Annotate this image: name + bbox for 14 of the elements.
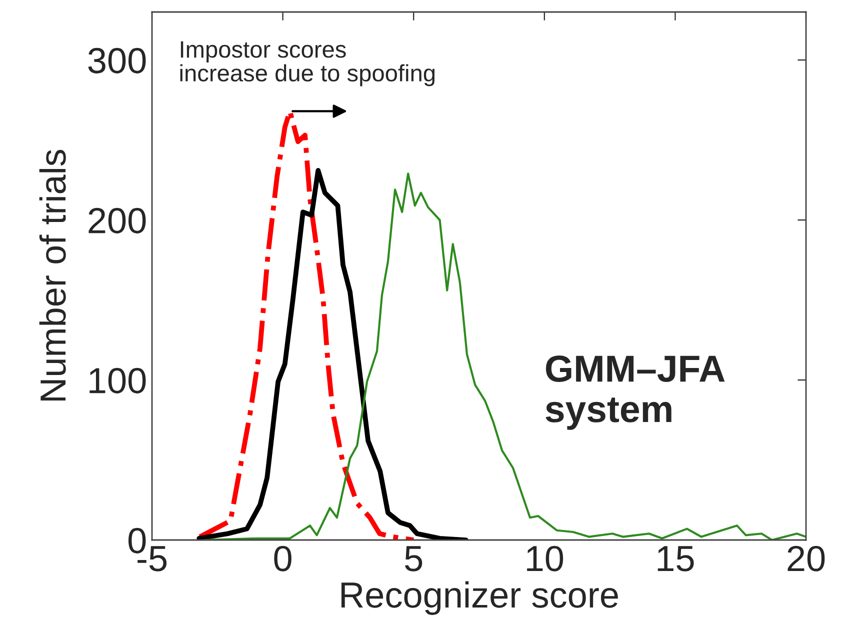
x-tick-label: 5 xyxy=(405,546,422,572)
annotation: Impostor scores increase due to spoofing xyxy=(180,41,435,86)
y-tick-label: 100 xyxy=(90,368,146,394)
x-axis-title: Recognizer score xyxy=(341,581,618,615)
x-tick-label: 15 xyxy=(658,546,694,572)
line-series xyxy=(196,168,468,540)
y-tick-label: 300 xyxy=(88,48,146,74)
y-tick-label: 200 xyxy=(88,208,146,234)
x-tick-label: 20 xyxy=(788,546,825,572)
annotation: GMM–JFA system xyxy=(546,355,725,430)
x-tick-label: 0 xyxy=(274,546,292,572)
line-series xyxy=(203,172,806,540)
y-axis-title: Number of trials xyxy=(39,150,66,400)
x-tick-label: 10 xyxy=(527,546,564,572)
